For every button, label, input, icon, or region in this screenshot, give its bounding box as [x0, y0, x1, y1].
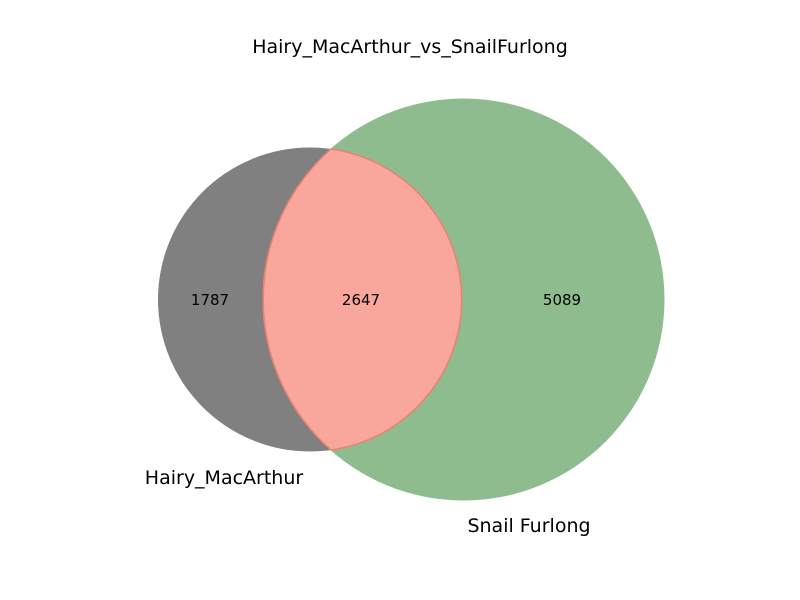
intersection-region	[262, 147, 462, 452]
set-label-hairy-macarthur: Hairy_MacArthur	[145, 467, 304, 489]
intersection-outline	[262, 148, 463, 451]
chart-title: Hairy_MacArthur_vs_SnailFurlong	[252, 36, 568, 58]
region-label-intersection: 2647	[342, 291, 380, 309]
region-label-right-only: 5089	[543, 291, 581, 309]
set-label-snail-furlong: Snail Furlong	[467, 515, 590, 537]
region-label-left-only: 1787	[191, 291, 229, 309]
